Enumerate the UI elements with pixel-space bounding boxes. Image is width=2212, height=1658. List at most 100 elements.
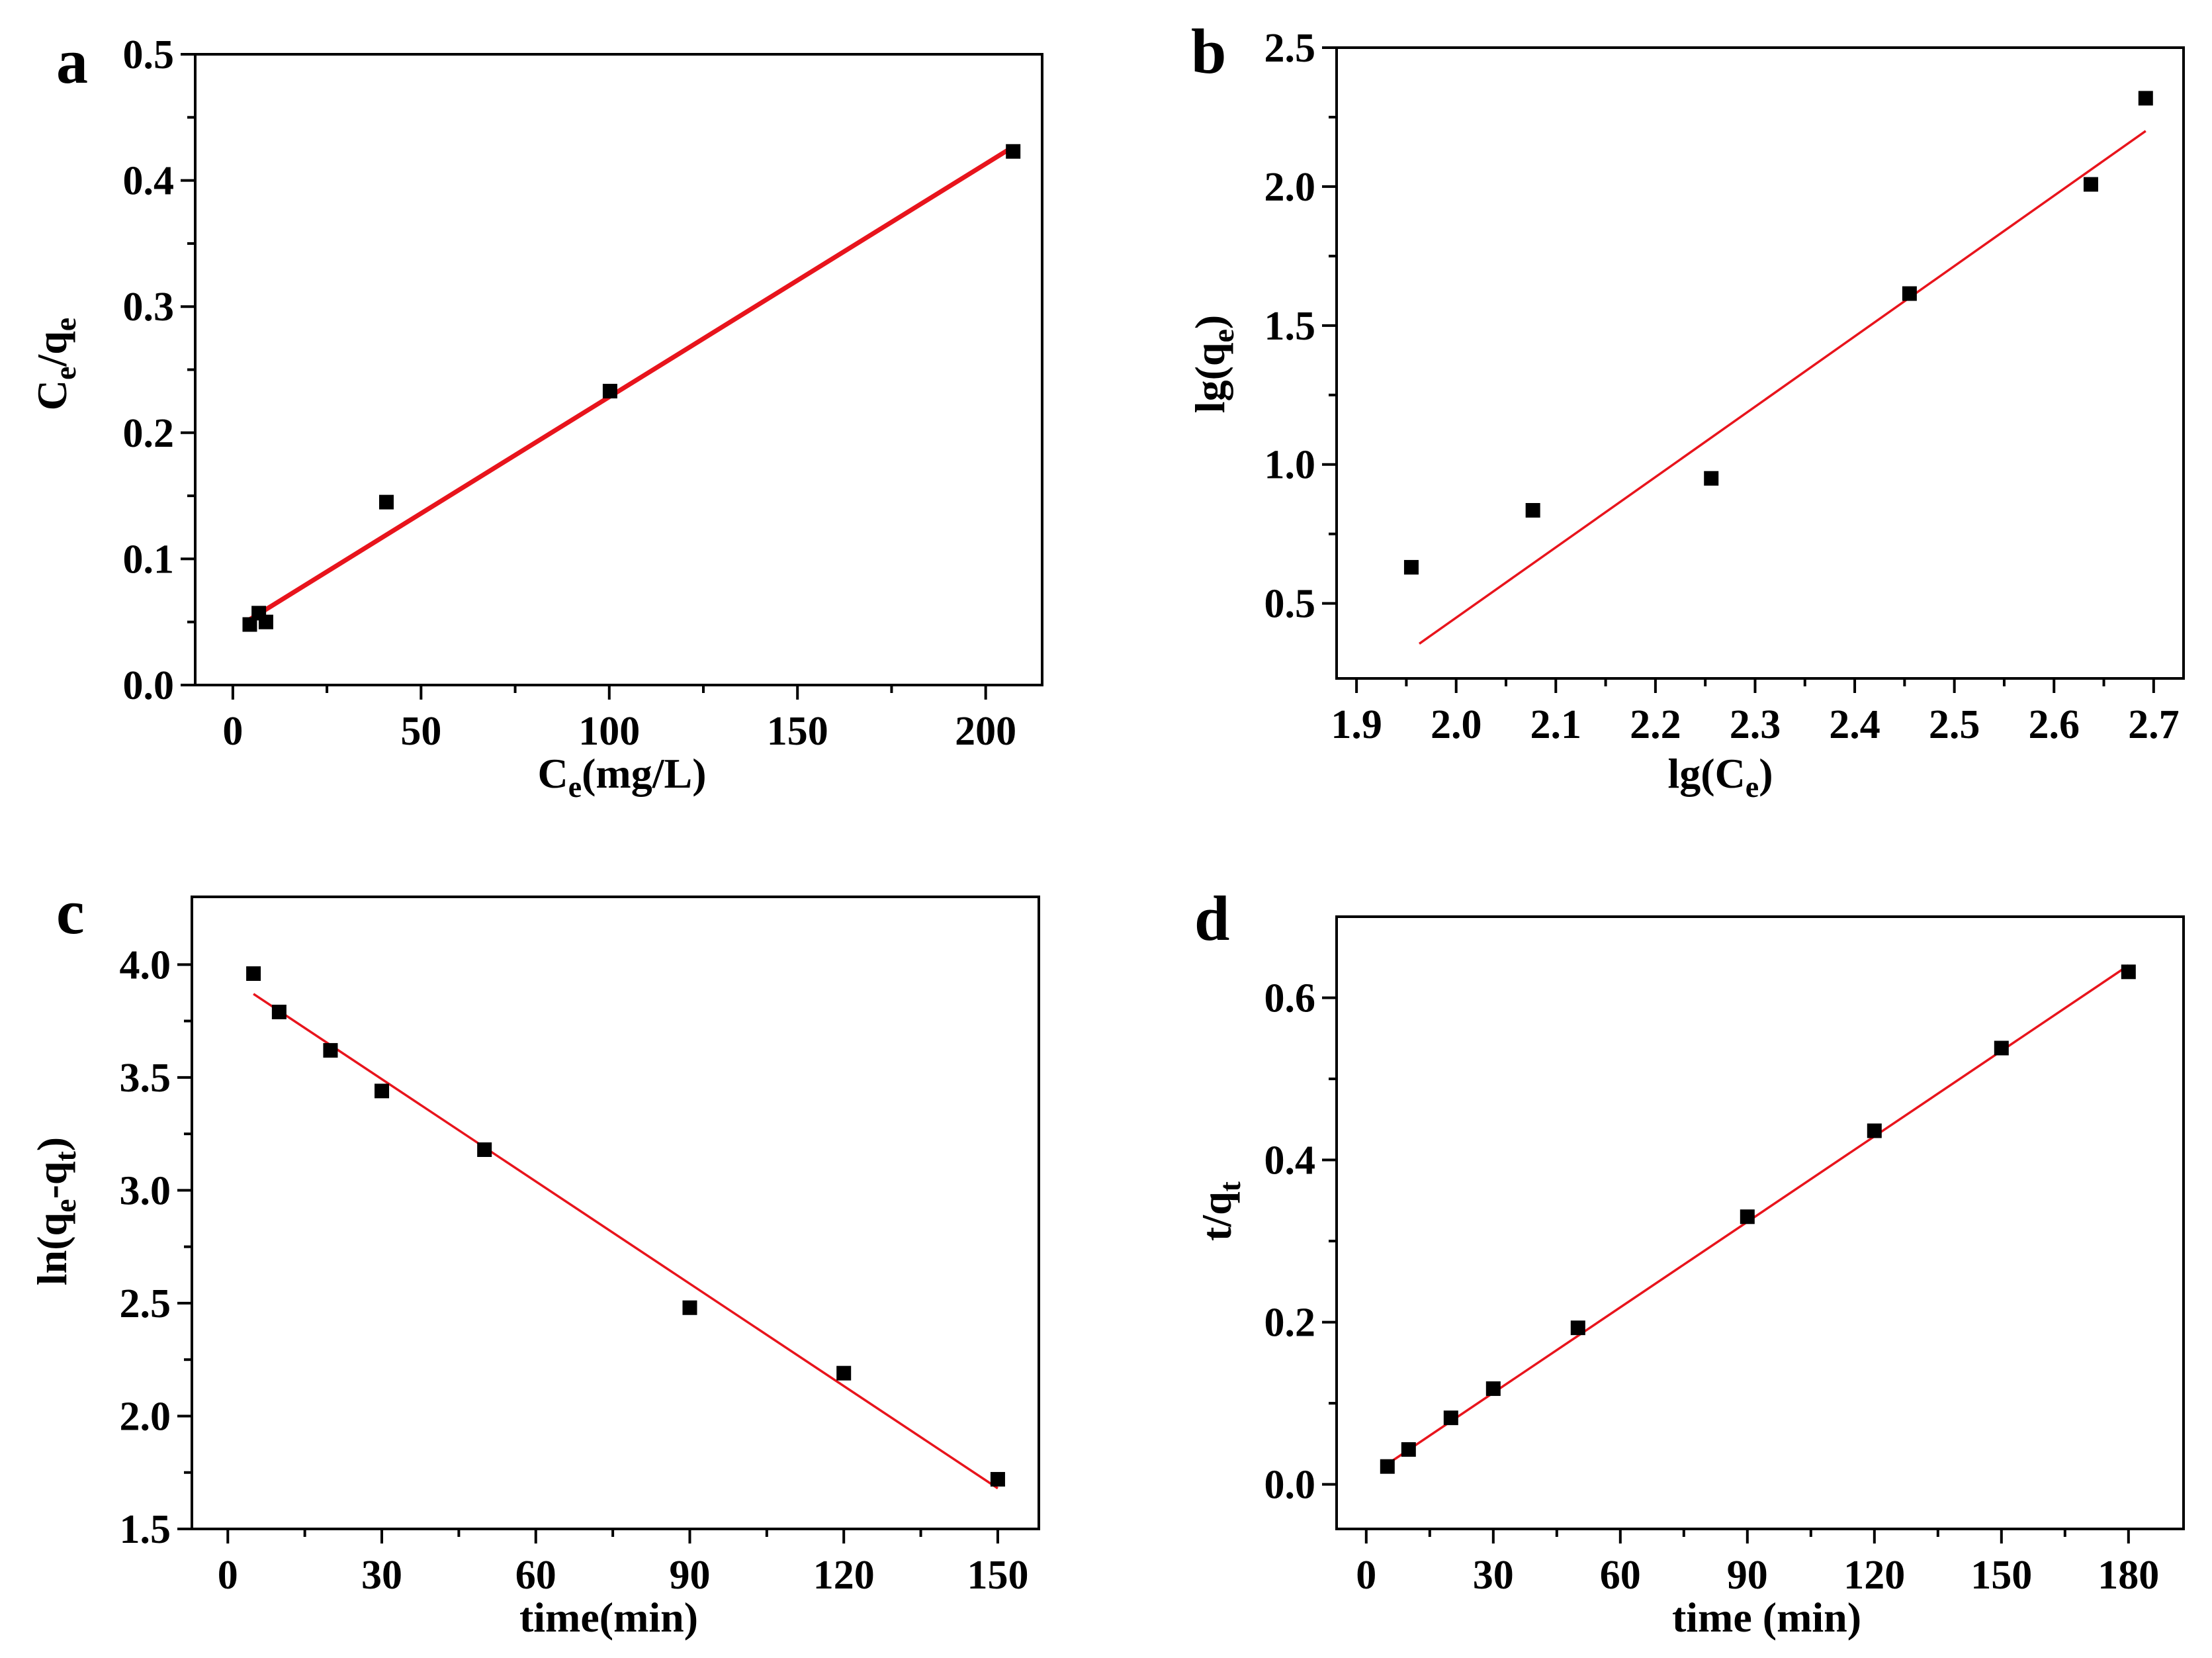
x-tick-label-c: 150 [967,1553,1028,1598]
x-axis-label-d: time (min) [1672,1594,1861,1641]
y-tick-label-b: 1.0 [1264,443,1316,488]
y-tick-label-c: 1.5 [120,1507,171,1552]
data-point-d [1401,1442,1416,1457]
x-tick-label-b: 2.0 [1431,702,1482,747]
x-tick-label-b: 2.1 [1530,702,1582,747]
fit-line-a [248,144,1016,622]
y-tick-label-b: 1.5 [1264,304,1316,349]
axes-frame-d [1335,915,2185,1530]
y-tick-label-b: 2.5 [1264,26,1316,71]
y-axis-label-b: lg(qe) [1186,315,1240,413]
data-point-c [271,1004,287,1019]
x-tick-label-b: 2.2 [1630,702,1681,747]
plot-area-d: 0 30 60 90 120 150 180 0.0 0.2 0.4 0.6 [1264,915,2185,1598]
plot-area-c: 0 30 60 90 120 150 1.5 2.0 2.5 3.0 3.5 4.0 [120,896,1040,1598]
x-tick-label-d: 120 [1843,1553,1905,1598]
x-axis-label-a: Ce(mg/L) [537,750,706,804]
panel-c: c time(min) ln(qe-qt) 0 30 60 90 120 150 1.5 2.… [28,876,1040,1641]
y-tick-label-c: 3.5 [120,1056,171,1101]
data-point-c [323,1042,338,1058]
data-point-b [2138,91,2153,106]
x-tick-label-a: 0 [222,709,243,754]
data-point-d [1867,1123,1882,1138]
x-tick-label-c: 0 [218,1553,238,1598]
x-axis-label-b: lg(Ce) [1667,750,1773,804]
panel-b: b lg(Ce) lg(qe) 1.9 2.0 2.1 2.2 2.3 2.4 2.5 2.6… [1186,16,2185,804]
x-tick-label-a: 50 [400,709,441,754]
y-tick-label-d: 0.2 [1264,1301,1316,1346]
data-point-d [1380,1459,1395,1474]
y-tick-label-c: 2.0 [120,1394,171,1439]
y-tick-label-a: 0.4 [123,159,175,204]
axes-frame-b [1335,46,2185,680]
x-tick-label-c: 30 [361,1553,402,1598]
plot-area-a: 0 50 100 150 200 0.0 0.1 0.2 0.3 0.4 0.5 [123,32,1043,754]
data-point-c [477,1142,492,1157]
data-point-b [1525,503,1540,518]
data-point-b [2083,177,2098,192]
x-tick-label-a: 100 [578,709,640,754]
panel-d: d time (min) t/qt 0 30 60 90 120 150 180 0.0 0.2… [1193,883,2185,1641]
data-point-a [378,494,394,510]
y-tick-label-c: 4.0 [120,943,171,988]
x-axis-label-c: time(min) [519,1594,698,1641]
y-tick-label-a: 0.0 [123,663,175,708]
data-point-d [1570,1320,1585,1336]
y-tick-label-d: 0.6 [1264,976,1316,1021]
panel-letter-c: c [56,876,85,947]
data-point-c [246,966,261,981]
fit-line-b [1418,130,2146,645]
y-axis-label-d: t/qt [1193,1181,1247,1241]
x-tick-label-d: 90 [1727,1553,1768,1598]
data-point-c [836,1365,852,1381]
y-tick-label-c: 3.0 [120,1168,171,1213]
x-tick-label-d: 180 [2098,1553,2159,1598]
x-tick-label-c: 90 [669,1553,710,1598]
x-tick-label-d: 60 [1600,1553,1641,1598]
x-tick-label-c: 120 [813,1553,875,1598]
x-tick-label-b: 2.6 [2028,702,2080,747]
y-tick-label-a: 0.3 [123,285,175,330]
x-tick-label-d: 30 [1473,1553,1514,1598]
axes-frame-a [194,53,1043,686]
y-tick-label-a: 0.2 [123,411,175,456]
x-tick-label-a: 150 [767,709,828,754]
panel-letter-b: b [1191,16,1226,87]
data-point-a [1006,144,1021,159]
x-tick-label-b: 2.4 [1829,702,1880,747]
y-tick-label-d: 0.0 [1264,1463,1316,1508]
x-tick-label-d: 150 [1970,1553,2032,1598]
y-tick-label-b: 2.0 [1264,165,1316,210]
x-tick-label-b: 2.5 [1929,702,1980,747]
axes-frame-c [191,896,1040,1530]
data-point-a [602,383,617,398]
fit-line-c [253,993,998,1490]
plot-area-b: 1.9 2.0 2.1 2.2 2.3 2.4 2.5 2.6 2.7 0.5 1.0 1.5 2.0 2… [1264,26,2185,747]
y-tick-label-d: 0.4 [1264,1138,1316,1183]
y-tick-label-a: 0.5 [123,32,175,77]
data-point-d [1994,1040,2009,1056]
x-tick-label-d: 0 [1356,1553,1376,1598]
x-tick-label-c: 60 [515,1553,556,1598]
data-point-c [375,1083,390,1099]
y-axis-label-c: ln(qe-qt) [28,1137,82,1285]
panel-letter-d: d [1194,883,1229,954]
x-tick-label-b: 1.9 [1331,702,1382,747]
data-point-b [1902,286,1917,301]
data-point-b [1704,471,1719,486]
data-point-c [990,1471,1005,1487]
data-point-d [1740,1209,1755,1224]
panel-a: a Ce(mg/L) Ce/qe 0 50 100 150 200 0.0 0.1 0.2 0.… [28,26,1043,804]
data-point-c [682,1300,697,1315]
data-point-d [1443,1410,1458,1426]
panel-letter-a: a [56,26,88,97]
data-point-a [242,617,257,632]
y-axis-label-a: Ce/qe [28,318,82,410]
y-tick-label-a: 0.1 [123,537,175,582]
data-point-d [1485,1381,1501,1397]
x-tick-label-b: 2.7 [2128,702,2180,747]
y-tick-label-c: 2.5 [120,1281,171,1326]
data-point-b [1403,560,1419,575]
x-tick-label-a: 200 [955,709,1016,754]
